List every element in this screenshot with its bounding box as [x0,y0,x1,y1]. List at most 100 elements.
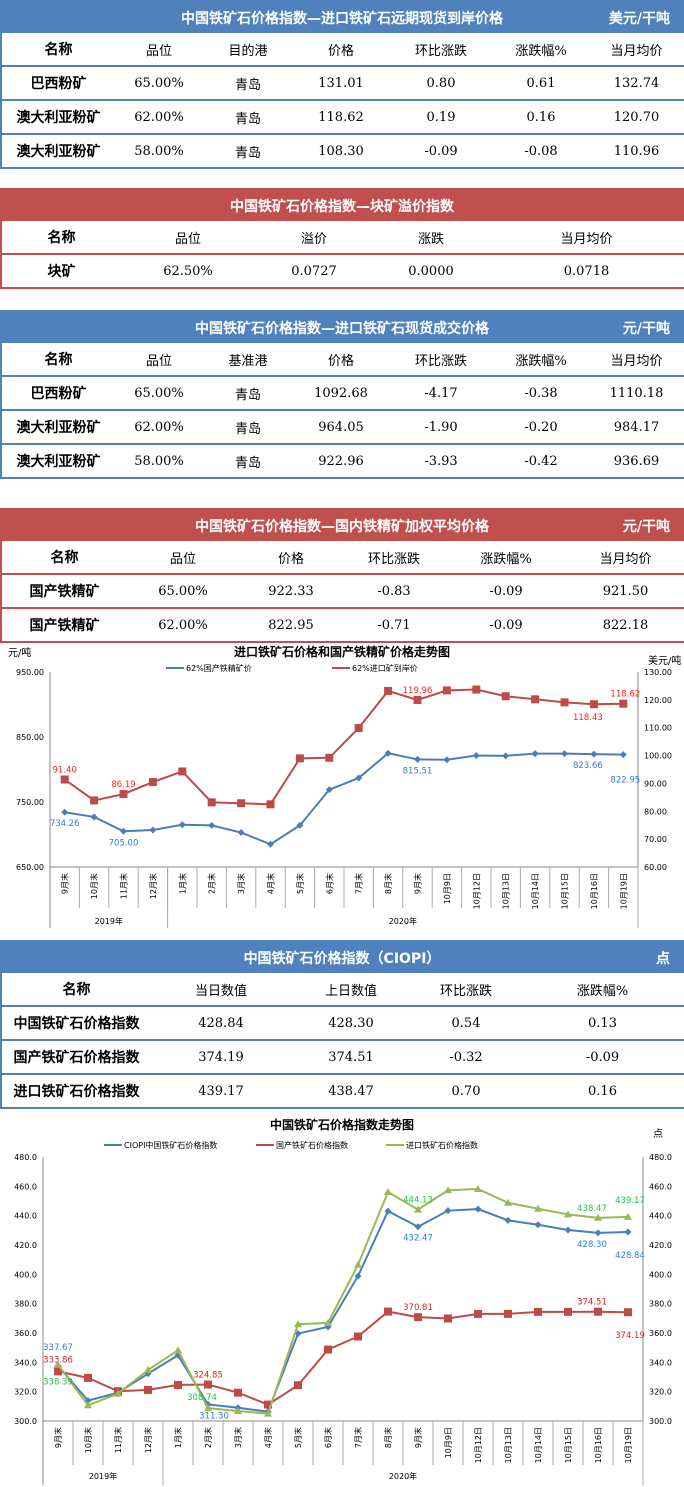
cell: 922.33 [239,574,343,609]
legend-label: 进口铁矿石价格指数 [406,1140,478,1150]
data-point [204,1380,212,1389]
data-point [207,798,216,807]
data-point [325,786,333,794]
data-point [624,1308,632,1317]
data-label: 118.62 [610,690,640,700]
data-point [442,686,451,695]
unit-label: 元/干吨 [622,519,670,535]
data-point [237,799,246,808]
data-point [443,756,451,764]
x-tick-label: 11月末 [119,873,129,899]
y2-tick-label: 100.00 [644,752,672,761]
data-point [54,1367,62,1376]
data-point [144,1385,152,1394]
cell: -0.08 [493,134,589,169]
data-point [472,752,480,760]
data-point [384,686,393,695]
column-header: 当日数值 [151,973,291,1007]
cell: 0.70 [411,1074,521,1109]
cell: 62.00% [115,410,203,445]
data-point [60,775,69,784]
x-tick-label: 9月末 [60,873,70,894]
column-header: 当月均价 [589,33,684,67]
x-tick-label: 10月12日 [472,873,481,909]
table-row: 澳大利亚粉矿 62.00% 青岛 118.62 0.19 0.16 120.70 [1,100,684,135]
x-tick-label: 9月末 [413,1427,423,1448]
column-header: 涨跌幅% [493,343,589,377]
y-tick-label: 440.0 [14,1212,37,1221]
data-point [295,754,304,763]
x-tick-label: 10月14日 [534,1427,543,1463]
series-line [57,1208,629,1413]
data-point [149,826,157,834]
data-point [148,778,157,787]
data-point [384,1307,392,1316]
cell: 58.00% [115,444,203,479]
data-label: 333.86 [43,1355,73,1365]
column-header-row: 名称 品位 价格 环比涨跌 涨跌幅% 当月均价 [1,541,684,575]
cell: 0.0000 [373,254,489,289]
data-point [237,829,245,837]
data-label: 432.47 [403,1234,433,1244]
x-tick-label: 9月末 [53,1427,63,1448]
unit-label: 元/干吨 [622,321,670,337]
y2-tick-label: 460.0 [649,1182,672,1191]
y2-tick-label: 70.00 [644,835,667,844]
row-name: 中国铁矿石价格指数 [1,1006,151,1041]
x-tick-label: 7月末 [353,1427,363,1448]
chart-import-vs-domestic: 进口铁矿石价格和国产铁精矿价格走势图 元/吨美元/吨 650.00 750.00 850… [8,644,681,928]
data-point [384,749,392,757]
x-tick-label: 4月末 [263,1427,273,1448]
data-point [474,1184,482,1192]
data-point [504,1309,512,1318]
table-row: 巴西粉矿 65.00% 青岛 131.01 0.80 0.61 132.74 [1,66,684,101]
table-title: 中国铁矿石价格指数—进口铁矿石现货成交价格 [195,321,489,337]
data-point [354,1272,362,1280]
data-label: 439.17 [615,1196,645,1206]
row-name: 澳大利亚粉矿 [1,444,115,479]
column-header: 名称 [1,343,115,377]
data-label: 118.43 [573,713,603,723]
x-tick-label: 10月13日 [504,1427,513,1463]
data-point [267,840,274,848]
data-label: 119.96 [403,686,433,696]
data-point [208,821,216,829]
table-row: 巴西粉矿 65.00% 青岛 1092.68 -4.17 -0.38 1110.18 [1,376,684,411]
cell: 0.16 [521,1074,684,1109]
row-name: 澳大利亚粉矿 [1,100,115,135]
data-point [384,1207,392,1215]
column-header: 当月均价 [489,221,684,255]
cell: 1092.68 [293,376,389,411]
column-header: 品位 [121,221,255,255]
data-point [294,1381,302,1390]
column-header: 涨跌幅% [521,973,684,1007]
data-point [624,1228,632,1236]
data-label: 428.30 [577,1240,607,1250]
data-point [594,1229,602,1237]
unit-label: 点 [656,951,670,967]
cell: 0.0727 [255,254,373,289]
data-point [594,1307,602,1316]
data-label: 324.85 [193,1371,223,1381]
data-point [84,1401,92,1409]
data-point [120,827,127,835]
series-line [57,1187,629,1415]
cell: 110.96 [589,134,684,169]
y-tick-label: 320.0 [14,1388,37,1397]
x-tick-label: 3月末 [236,873,246,894]
y2-tick-label: 80.00 [644,807,667,816]
cell: 132.74 [589,66,684,101]
row-name: 国产铁精矿 [1,608,127,643]
cell: -4.17 [389,376,493,411]
y-tick-label: 340.0 [14,1358,37,1367]
y-tick-label: 480.0 [14,1153,37,1162]
row-name: 澳大利亚粉矿 [1,134,115,169]
column-header: 当月均价 [567,541,684,575]
cell: 374.19 [151,1040,291,1075]
x-tick-label: 6月末 [324,873,334,894]
cell: 438.47 [291,1074,411,1109]
data-point [560,698,569,707]
data-point [504,1216,512,1224]
x-tick-label: 4月末 [266,873,276,894]
